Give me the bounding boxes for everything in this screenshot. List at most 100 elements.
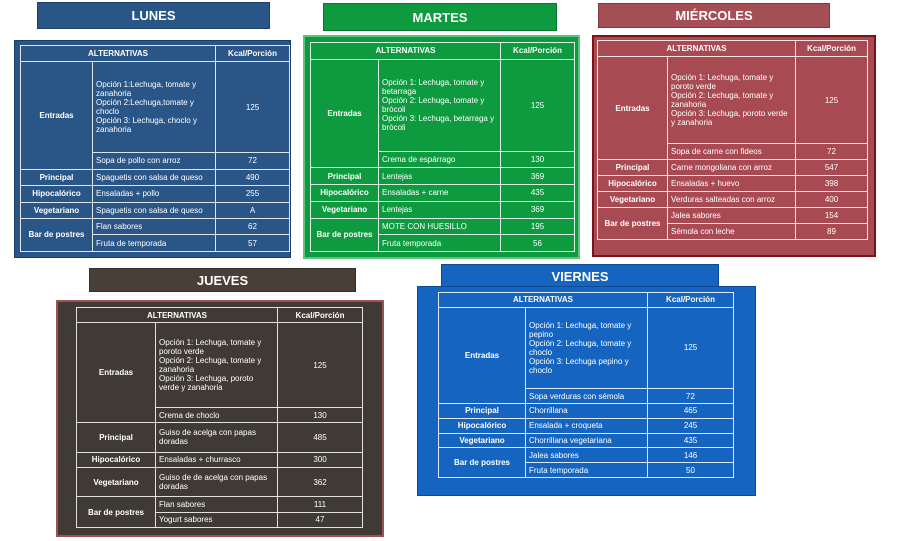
kcal: 300	[277, 451, 363, 468]
menu-row: Hipocalórico Ensaladas + churrasco 300	[76, 451, 363, 468]
menu-row: Hipocalórico Ensaladas + carne 435	[310, 184, 575, 202]
dish: Guiso de acelga con papas doradas	[155, 422, 278, 453]
menu-table: ALTERNATIVAS Kcal/Porción Entradas Opción 1…	[20, 44, 290, 253]
dish: Fruta de temporada	[92, 234, 216, 252]
kcal: 72	[647, 388, 734, 404]
dish: Fruta temporada	[378, 234, 501, 252]
dish-line: Opción 2:Lechuga,tomate y choclo	[96, 98, 194, 117]
kcal: 154	[795, 207, 868, 224]
dish-line: Yogurt sabores	[159, 515, 213, 525]
menu-table: ALTERNATIVAS Kcal/Porción Entradas Opción 1…	[310, 42, 575, 253]
dish-line: Chorrillana	[529, 406, 568, 416]
kcal: 125	[277, 322, 363, 408]
day-title: LUNES	[37, 2, 270, 29]
dish-line: Sopa de carne con fideos	[671, 147, 762, 157]
category: Entradas	[76, 322, 156, 424]
dish: Crema de choclo	[155, 406, 278, 424]
dish-line: Jalea sabores	[529, 450, 579, 460]
dish: MOTE CON HUESILLO	[378, 217, 501, 236]
category: Principal	[310, 167, 379, 186]
column-header: Kcal/Porción	[215, 44, 290, 63]
menu-row: Vegetariano Chorrillana vegetariana 435	[438, 432, 734, 449]
kcal: 398	[795, 175, 868, 193]
dish: Sopa de pollo con arroz	[92, 152, 216, 170]
menu-row: Principal Chorrillana 465	[438, 402, 734, 419]
dish: Opción 1: Lechuga, tomate y betarraga Opc…	[378, 58, 501, 152]
menu-row: Vegetariano Lentejas 369	[310, 200, 575, 219]
dish: Ensaladas + huevo	[667, 175, 796, 193]
dish-line: Chorrillana vegetariana	[529, 435, 612, 445]
dish-line: Spaguetis con salsa de queso	[96, 205, 203, 215]
menu-row: Bar de postres Jalea sabores 154	[597, 207, 868, 240]
dish-line: Opción 3: Lechuga, betarraga y brócoli	[382, 114, 495, 133]
dish: Opción 1: Lechuga, tomate y poroto verde…	[667, 55, 796, 145]
dish-line: Flan sabores	[159, 499, 206, 509]
kcal: 369	[500, 200, 575, 219]
dish: Sémola con leche	[667, 222, 796, 241]
kcal: 47	[277, 511, 363, 529]
dish: Chorrillana	[525, 402, 648, 419]
dish: Jalea sabores	[525, 447, 648, 464]
column-header: Kcal/Porción	[647, 292, 734, 308]
kcal: 125	[500, 58, 575, 152]
kcal: 130	[500, 150, 575, 169]
dish: Opción 1: Lechuga, tomate y poroto verde…	[155, 322, 278, 408]
dish-line: Fruta de temporada	[96, 238, 167, 248]
column-header: Kcal/Porción	[795, 40, 868, 57]
dish: Sopa verduras con sémola	[525, 388, 648, 404]
kcal: 435	[647, 432, 734, 449]
header-row: ALTERNATIVAS Kcal/Porción	[76, 306, 363, 324]
category: Entradas	[438, 306, 526, 404]
menu-row: Hipocalórico Ensalada + croqueta 245	[438, 417, 734, 434]
dish-line: Spaguetis con salsa de queso	[96, 172, 203, 182]
menu-row: Fruta de temporada 57	[21, 234, 290, 252]
dish-line: Opción 2: Lechuga, tomate y zanahoria	[671, 91, 774, 110]
dish: Lentejas	[378, 200, 501, 219]
kcal: 125	[795, 55, 868, 145]
category: Principal	[20, 168, 93, 187]
dish-line: Lentejas	[382, 171, 413, 181]
dish: Ensaladas + churrasco	[155, 451, 278, 468]
kcal: 50	[647, 462, 734, 478]
category: Bar de postres	[597, 207, 668, 240]
column-header: ALTERNATIVAS	[76, 306, 278, 324]
dish: Ensaladas + pollo	[92, 185, 216, 203]
day-title: MARTES	[323, 3, 557, 31]
dish: Yogurt sabores	[155, 511, 278, 529]
menu-table: ALTERNATIVAS Kcal/Porción Entradas Opción 1…	[438, 292, 734, 478]
dish-line: Flan sabores	[96, 222, 143, 232]
dish-line: Sémola con leche	[671, 226, 735, 236]
dish-line: Fruta temporada	[529, 465, 589, 475]
header-row: ALTERNATIVAS Kcal/Porción	[597, 40, 868, 57]
column-header: ALTERNATIVAS	[438, 292, 648, 308]
dish: Opción 1: Lechuga, tomate y pepino Opción…	[525, 306, 648, 390]
dish-line: Ensaladas + pollo	[96, 189, 160, 199]
dish: Fruta temporada	[525, 462, 648, 478]
kcal: 195	[500, 217, 575, 236]
dish-line: Crema de choclo	[159, 410, 220, 420]
menu-row: Vegetariano Guiso de de acelga con papas …	[76, 466, 363, 498]
kcal: 490	[215, 168, 290, 187]
menu-row: Entradas Opción 1: Lechuga, tomate y poro…	[76, 322, 363, 424]
column-header: ALTERNATIVAS	[310, 42, 501, 60]
dish-line: Crema de espárrago	[382, 155, 456, 165]
kcal: 485	[277, 422, 363, 453]
kcal: 111	[277, 496, 363, 513]
menu-row: Fruta temporada 50	[439, 462, 734, 478]
column-header: Kcal/Porción	[277, 306, 363, 324]
dish: Spaguetis con salsa de queso	[92, 201, 216, 219]
kcal: 125	[215, 61, 290, 154]
menu-row: Entradas Opción 1: Lechuga, tomate y pepi…	[438, 306, 734, 404]
dish: Jalea sabores	[667, 207, 796, 224]
category: Vegetariano	[76, 466, 156, 498]
dish-line: Lentejas	[382, 205, 413, 215]
dish-line: Opción 3: Lechuga, poroto verde y zanaho…	[159, 374, 254, 393]
dish-line: Opción 1: Lechuga, tomate y pepino	[529, 320, 632, 339]
menu-row: Vegetariano Spaguetis con salsa de queso A	[20, 201, 290, 219]
menu-row: Yogurt sabores 47	[77, 511, 363, 529]
menu-table: ALTERNATIVAS Kcal/Porción Entradas Opción 1…	[76, 306, 363, 529]
category: Vegetariano	[438, 432, 526, 449]
dish-line: Sopa de pollo con arroz	[96, 156, 181, 166]
kcal: 255	[215, 185, 290, 203]
dish-line: Sopa verduras con sémola	[529, 391, 625, 401]
